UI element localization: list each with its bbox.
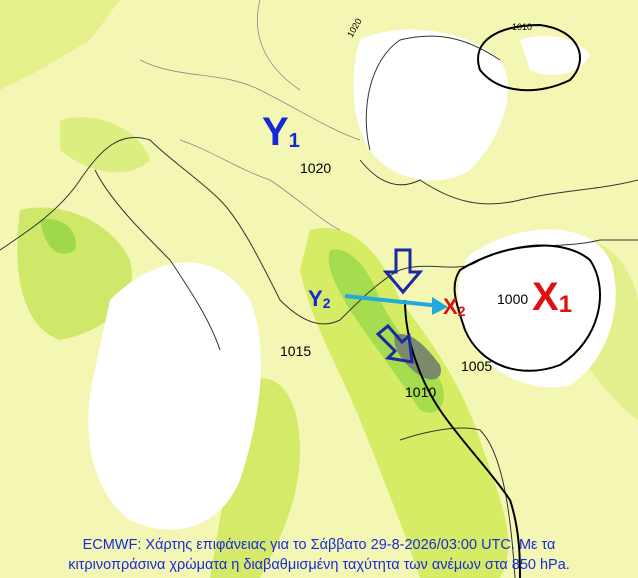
pressure-center: X2: [443, 294, 466, 319]
isobar-label: 1000: [497, 291, 528, 307]
caption: ECMWF: Χάρτης επιφάνειας για το Σάββατο …: [83, 537, 556, 553]
center-subscript: 2: [458, 303, 466, 319]
center-letter: Y: [308, 286, 323, 311]
cyan-arrow: [344, 294, 441, 308]
isobar-label: 1020: [300, 160, 331, 176]
center-subscript: 2: [323, 295, 331, 311]
center-letter: X: [532, 275, 559, 319]
isobar-label: 1005: [461, 358, 492, 374]
arrows: [344, 248, 448, 364]
pressure-center: Y2: [308, 286, 331, 311]
center-subscript: 1: [559, 291, 572, 318]
center-letter: Y: [262, 110, 289, 154]
cyan-arrow-head: [432, 297, 448, 315]
isobar-label: 1015: [280, 343, 311, 359]
calm-areas: [88, 29, 616, 530]
center-letter: X: [443, 294, 458, 319]
isobars: [404, 23, 601, 578]
isobar-label: 1010: [405, 384, 436, 400]
center-subscript: 1: [289, 130, 300, 152]
isobar-label: 1010: [512, 22, 532, 32]
outline-arrow: [375, 323, 414, 364]
pressure-center: Y1: [262, 110, 300, 154]
pressure-center: X1: [532, 275, 572, 319]
outline-arrow: [382, 248, 424, 295]
caption: κιτρινοπράσινα χρώματα η διαβαθμισμένη τ…: [68, 557, 570, 573]
